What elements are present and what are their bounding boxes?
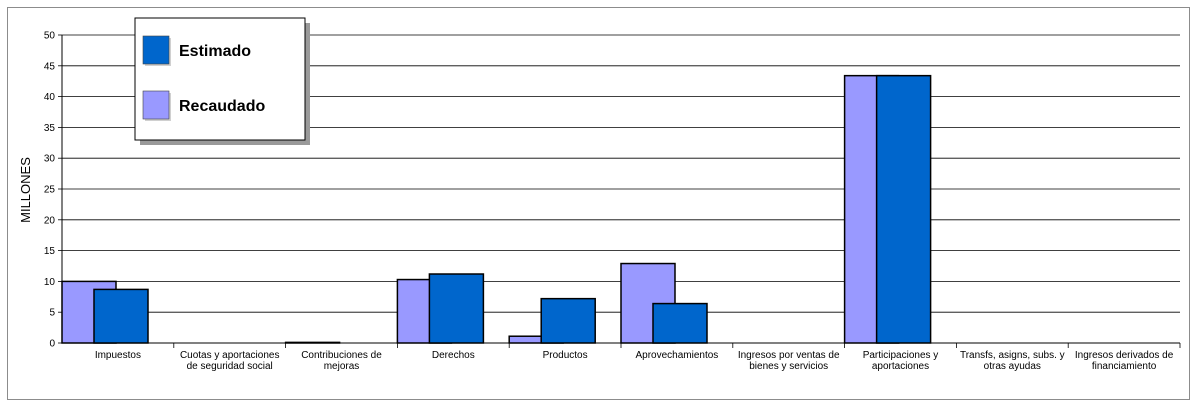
x-category-label: Transfs, asigns, subs. y otras ayudas (960, 350, 1065, 372)
bar-estimado (875, 74, 932, 344)
y-tick-label: 30 (44, 154, 56, 165)
y-tick-label: 25 (44, 185, 56, 196)
legend-swatch (142, 90, 170, 120)
legend: Estimado Recaudado (134, 17, 310, 145)
y-tick-label: 5 (49, 308, 55, 319)
x-category-label: Aprovechamientos (635, 350, 718, 361)
y-tick-label: 40 (44, 92, 56, 103)
y-tick-label: 35 (44, 123, 56, 134)
y-axis-label: MILLONES (18, 157, 33, 223)
x-category-label: Participaciones y aportaciones (863, 350, 939, 372)
bar-estimado (93, 288, 149, 344)
x-category-label: Ingresos derivados de financiamiento (1075, 350, 1174, 372)
y-tick-label: 15 (44, 246, 56, 257)
x-category-label: Contribuciones de mejoras (301, 350, 382, 372)
x-category-label: Derechos (432, 350, 475, 361)
y-tick-label: 50 (44, 31, 56, 42)
bar-recaudado (284, 341, 341, 344)
x-category-label: Ingresos por ventas de bienes y servicios (738, 350, 840, 372)
x-category-label: Productos (543, 350, 588, 361)
y-tick-label: 10 (44, 277, 56, 288)
y-tick-label: 20 (44, 215, 56, 226)
legend-label: Estimado (179, 43, 251, 60)
bar-estimado (428, 273, 485, 344)
legend-label: Recaudado (179, 98, 265, 115)
legend-swatch (142, 35, 170, 65)
bar-estimado (540, 297, 596, 344)
y-tick-label: 45 (44, 61, 56, 72)
bar-estimado (652, 302, 708, 344)
y-tick-label: 0 (49, 339, 55, 350)
x-category-label: Cuotas y aportaciones de seguridad social (180, 350, 280, 372)
x-category-label: Impuestos (95, 350, 141, 361)
